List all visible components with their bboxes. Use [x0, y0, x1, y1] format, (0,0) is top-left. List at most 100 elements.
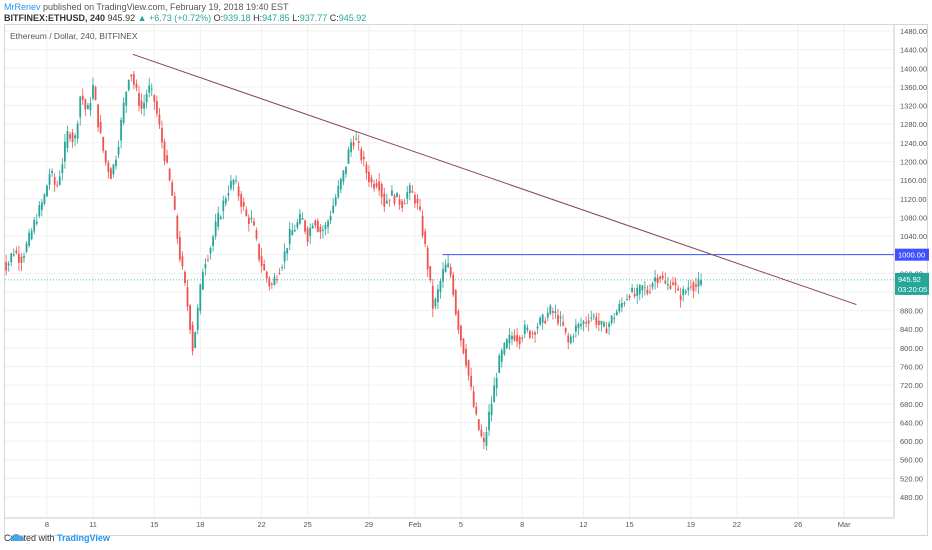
candle-body [117, 146, 120, 155]
candle-body [414, 194, 416, 204]
x-tick-label: 29 [365, 520, 373, 529]
candle-body [235, 180, 237, 182]
candle-body [391, 190, 393, 196]
candle-body [71, 132, 74, 142]
candle-body [559, 316, 562, 319]
candle-body [232, 179, 235, 185]
candle-body [528, 330, 531, 338]
candle-body [293, 229, 296, 232]
candle-body [523, 324, 526, 334]
candle-body [112, 164, 115, 175]
y-tick-label: 520.00 [900, 474, 923, 483]
tradingview-brand[interactable]: TradingView [57, 533, 110, 543]
candle-body [534, 332, 536, 335]
y-tick-label: 880.00 [900, 307, 923, 316]
low-value: 937.77 [299, 13, 328, 23]
candle-body [541, 314, 544, 323]
candle-body [332, 205, 335, 213]
candle-body [633, 293, 636, 297]
candle-body [227, 193, 230, 196]
high-label: H: [253, 13, 263, 23]
candle-body [684, 290, 687, 294]
x-tick-label: 18 [196, 520, 204, 529]
candle-body [546, 312, 549, 318]
candle-body [268, 277, 271, 287]
candle-body [143, 102, 145, 109]
candle-body [306, 228, 309, 242]
candle-body [554, 311, 557, 313]
candle-body [148, 85, 151, 93]
candle-body [286, 248, 289, 254]
candle-body [255, 230, 258, 239]
author-link[interactable]: MrRenev [4, 2, 41, 12]
candle-body [439, 280, 442, 292]
last-price-tag [895, 272, 929, 295]
candle-body [38, 204, 41, 217]
candle-body [429, 266, 432, 280]
candle-body [245, 209, 248, 216]
candle-body [350, 142, 352, 153]
candle-body [465, 348, 467, 366]
candle-body [636, 287, 639, 296]
candle-body [462, 338, 465, 354]
y-tick-label: 1400.00 [900, 64, 927, 73]
candle-body [140, 100, 143, 109]
candles-group [5, 70, 702, 451]
candle-body [393, 195, 396, 204]
candle-body [564, 327, 567, 333]
trendline[interactable] [132, 53, 857, 306]
candle-body [209, 248, 212, 254]
candle-body [327, 220, 329, 228]
candle-body [544, 320, 547, 324]
candle-body [217, 213, 220, 227]
candle-body [511, 335, 513, 340]
candle-body [263, 264, 266, 271]
candle-body [595, 316, 598, 325]
candle-body [574, 325, 577, 332]
candle-body [81, 95, 84, 100]
footer: Created with TradingView [4, 533, 110, 543]
candle-body [582, 321, 585, 325]
candle-body [207, 259, 209, 261]
candle-body [411, 190, 414, 193]
candle-body [365, 164, 368, 174]
open-value: 939.18 [223, 13, 251, 23]
x-tick-label: 8 [520, 520, 524, 529]
y-tick-label: 1160.00 [900, 176, 927, 185]
candle-body [76, 123, 79, 139]
candle-body [304, 220, 306, 232]
candle-body [485, 432, 488, 446]
candle-body [539, 317, 542, 325]
candle-body [74, 135, 77, 139]
candle-body [301, 218, 304, 220]
candle-body [92, 84, 94, 99]
candle-body [521, 337, 524, 339]
candle-body [89, 103, 92, 111]
candle-body [311, 225, 314, 229]
candle-body [531, 332, 534, 334]
candle-body [508, 334, 511, 344]
candle-body [562, 322, 565, 326]
candle-body [283, 251, 286, 262]
candle-body [649, 291, 651, 293]
candle-body [646, 289, 649, 294]
candle-body [437, 289, 439, 303]
candle-body [196, 307, 199, 330]
candle-body [626, 299, 628, 301]
low-label: L: [292, 13, 300, 23]
candle-body [452, 274, 455, 295]
candle-body [150, 88, 153, 90]
candle-body [250, 217, 253, 220]
publish-line: MrRenev published on TradingView.com, Fe… [4, 2, 289, 12]
candle-body [40, 202, 43, 210]
candle-body [406, 192, 409, 199]
candle-body [329, 215, 332, 221]
candle-body [107, 162, 110, 172]
candle-body [204, 264, 207, 269]
candle-body [368, 171, 370, 183]
candle-body [58, 176, 61, 185]
candle-body [610, 315, 613, 324]
candle-body [587, 320, 590, 324]
candle-body [500, 350, 503, 362]
